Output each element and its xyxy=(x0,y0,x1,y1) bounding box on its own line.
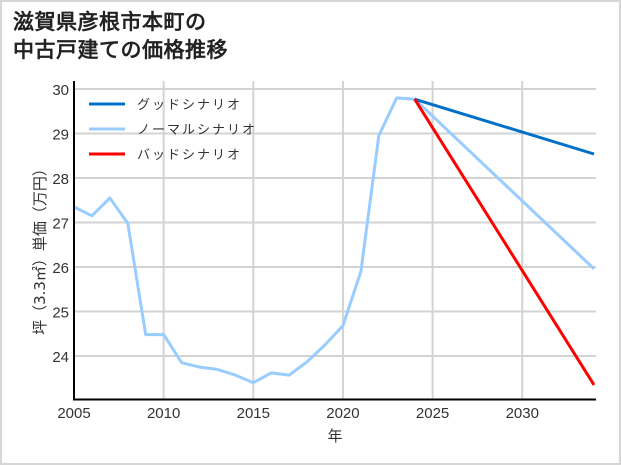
series-line xyxy=(73,96,596,385)
x-tick-label: 2030 xyxy=(506,405,539,422)
x-tick-label: 2020 xyxy=(326,405,359,422)
grid-lines xyxy=(74,81,596,399)
legend-label: グッドシナリオ xyxy=(137,98,242,113)
y-tick-label: 29 xyxy=(52,127,69,144)
legend-label: バッドシナリオ xyxy=(137,148,242,163)
chart-title-line2: 中古戸建ての価格推移 xyxy=(13,38,228,62)
y-tick-label: 24 xyxy=(52,349,69,366)
y-tick-label: 28 xyxy=(52,171,69,188)
y-tick-labels: 24 25 26 27 28 29 30 xyxy=(52,82,69,366)
series-line xyxy=(414,97,595,156)
y-tick-label: 25 xyxy=(52,305,69,322)
legend-label: ノーマルシナリオ xyxy=(137,123,257,138)
y-tick-label: 26 xyxy=(52,260,69,277)
y-axis-title: 坪（3.3㎡）単価（万円） xyxy=(31,161,49,335)
axes xyxy=(73,81,596,401)
x-tick-label: 2005 xyxy=(57,405,90,422)
y-tick-label: 27 xyxy=(52,216,69,233)
series-lines xyxy=(73,96,596,386)
chart-title-line1: 滋賀県彦根市本町の xyxy=(13,10,207,34)
chart-title: 滋賀県彦根市本町の 中古戸建ての価格推移 xyxy=(13,8,228,64)
x-tick-label: 2010 xyxy=(147,405,180,422)
x-tick-labels: 2005 2010 2015 2020 2025 2030 xyxy=(57,405,539,422)
x-axis-title: 年 xyxy=(327,427,342,445)
y-tick-label: 30 xyxy=(52,82,69,99)
x-tick-label: 2025 xyxy=(416,405,449,422)
x-tick-label: 2015 xyxy=(237,405,270,422)
series-line xyxy=(413,98,596,386)
